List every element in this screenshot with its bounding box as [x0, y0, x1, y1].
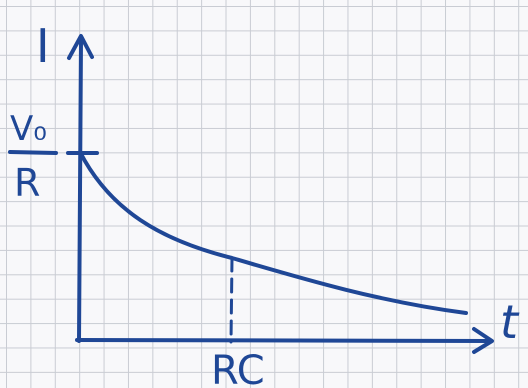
rc-label: RC [211, 348, 265, 388]
x-axis-arrowhead [472, 327, 494, 354]
y-axis-line [77, 38, 83, 343]
fraction-bar [8, 150, 58, 155]
decay-curve [78, 150, 468, 315]
y-axis-arrowhead [67, 34, 94, 60]
x-axis-line [75, 338, 492, 343]
x-axis-label: t [500, 295, 520, 349]
y-intercept-denominator: R [14, 161, 40, 205]
y-intercept-numerator: V₀ [10, 109, 47, 149]
rc-dashed-guide [229, 256, 234, 344]
y-axis-label: I [36, 19, 50, 73]
